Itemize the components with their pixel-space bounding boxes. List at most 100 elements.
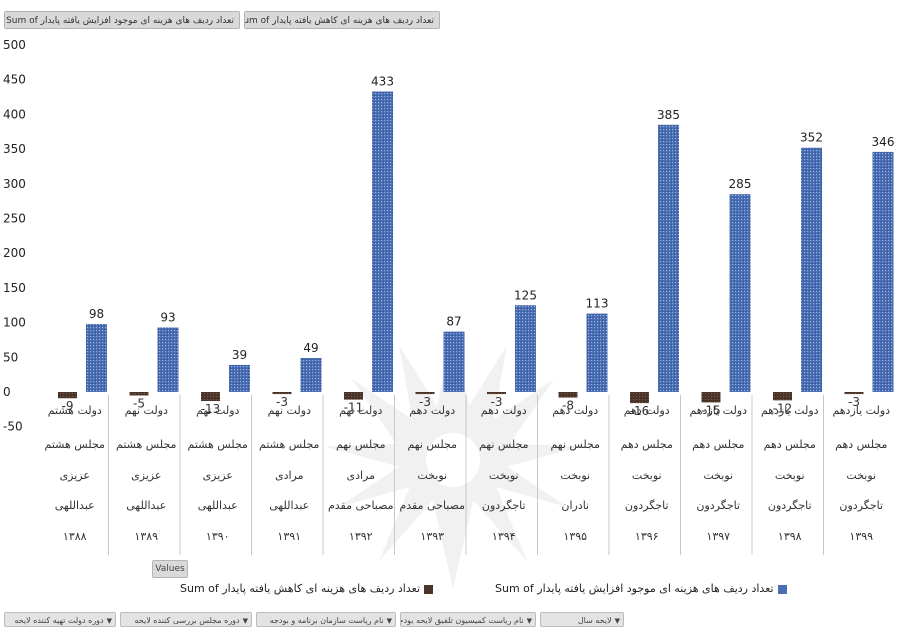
x-label-organization-head: نوبخت — [846, 469, 876, 482]
x-label-commission-head: تاجگردون — [839, 499, 883, 512]
filter-commission-head[interactable]: ▼نام ریاست کمیسیون تلفیق لایحه بودجه — [400, 612, 536, 627]
x-label-year: ۱۳۹۷ — [706, 530, 730, 543]
data-label-increase: 113 — [586, 297, 609, 311]
x-label-organization-head: عزیزی — [203, 469, 233, 482]
bar-decrease — [344, 392, 363, 400]
data-label-decrease: -12 — [773, 401, 793, 415]
legend-item-decrease: تعداد ردیف های هزینه ای کاهش یافته پایدا… — [180, 582, 434, 595]
x-label-parliament: مجلس هشتم — [259, 438, 320, 451]
values-button[interactable]: Values — [152, 560, 188, 578]
data-label-increase: 93 — [160, 310, 175, 324]
x-label-commission-head: مصباحی مقدم — [328, 499, 394, 512]
data-label-decrease: -15 — [701, 403, 721, 417]
data-label-decrease: -3 — [848, 395, 860, 409]
bar-decrease — [844, 392, 864, 395]
x-label-government: دولت نهم — [125, 404, 168, 417]
bar-increase — [658, 124, 679, 392]
x-label-organization-head: نوبخت — [703, 469, 733, 482]
bar-increase — [801, 147, 822, 392]
x-label-commission-head: تاجگردون — [482, 499, 526, 512]
bar-increase — [515, 305, 536, 392]
x-label-government: دولت هشتم — [48, 404, 102, 417]
x-label-commission-head: نادران — [561, 499, 589, 512]
x-label-parliament: مجلس نهم — [336, 438, 386, 451]
legend-swatch-increase — [777, 584, 787, 594]
y-tick-label: 300 — [3, 177, 26, 191]
y-tick-label: 350 — [3, 142, 26, 156]
x-label-parliament: مجلس نهم — [550, 438, 600, 451]
x-label-parliament: مجلس نهم — [479, 438, 529, 451]
x-label-government: دولت نهم — [268, 404, 311, 417]
data-label-decrease: -9 — [62, 399, 74, 413]
x-label-government: دولت دهم — [552, 404, 598, 417]
x-label-commission-head: عبداللهی — [198, 499, 238, 512]
x-label-year: ۱۳۹۵ — [563, 530, 587, 543]
data-label-increase: 385 — [657, 108, 680, 122]
x-label-commission-head: تاجگردون — [768, 499, 812, 512]
x-label-commission-head: عبداللهی — [126, 499, 166, 512]
legend-swatch-decrease — [424, 584, 434, 594]
y-tick-label: 150 — [3, 281, 26, 295]
x-label-parliament: مجلس دهم — [835, 438, 887, 451]
data-label-increase: 49 — [303, 341, 318, 355]
x-label-year: ۱۳۸۸ — [63, 530, 87, 543]
bar-decrease — [415, 392, 435, 395]
legend-item-increase: تعداد ردیف های هزینه ای موجود افزایش یاف… — [495, 582, 787, 595]
bar-decrease — [58, 392, 77, 399]
data-label-decrease: -13 — [201, 402, 221, 416]
data-label-decrease: -16 — [630, 404, 650, 418]
y-tick-label: 200 — [3, 246, 26, 260]
x-label-commission-head: عبداللهی — [269, 499, 309, 512]
data-label-increase: 352 — [800, 131, 823, 145]
bar-decrease — [558, 392, 578, 398]
x-label-organization-head: مرادی — [346, 469, 375, 482]
data-label-decrease: -3 — [276, 395, 288, 409]
bar-increase — [443, 331, 465, 392]
data-label-increase: 346 — [872, 135, 895, 149]
bar-decrease — [773, 392, 792, 401]
x-label-year: ۱۳۹۸ — [778, 530, 802, 543]
data-label-increase: 285 — [729, 177, 752, 191]
bar-decrease — [201, 392, 220, 402]
y-tick-label: 100 — [3, 316, 26, 330]
x-label-year: ۱۳۹۱ — [277, 530, 301, 543]
y-tick-label: 0 — [3, 385, 11, 399]
x-label-parliament: مجلس هشتم — [116, 438, 177, 451]
x-label-government: دولت نهم — [196, 404, 239, 417]
x-label-parliament: مجلس دهم — [764, 438, 816, 451]
x-label-government: دولت یازدهم — [689, 404, 747, 417]
x-label-parliament: مجلس هشتم — [45, 438, 106, 451]
x-label-parliament: مجلس دهم — [692, 438, 744, 451]
bar-decrease — [129, 392, 149, 396]
x-label-parliament: مجلس دهم — [621, 438, 673, 451]
y-tick-label: 50 — [3, 350, 18, 364]
x-label-government: دولت دهم — [624, 404, 670, 417]
filter-year[interactable]: ▼لایحه سال — [540, 612, 624, 627]
x-label-government: دولت یازدهم — [761, 404, 819, 417]
y-tick-label: 400 — [3, 107, 26, 121]
x-label-year: ۱۳۹۶ — [635, 530, 659, 543]
legend-label-decrease: تعداد ردیف های هزینه ای کاهش یافته پایدا… — [180, 582, 421, 595]
data-label-increase: 98 — [89, 307, 104, 321]
x-label-government: دولت دهم — [481, 404, 527, 417]
x-label-organization-head: عزیزی — [131, 469, 161, 482]
filter-parliament-term[interactable]: ▼دوره مجلس بررسی کننده لایحه — [120, 612, 252, 627]
field-button-increase[interactable]: تعداد ردیف های هزینه ای موجود افزایش یاف… — [4, 11, 240, 29]
x-label-commission-head: عبداللهی — [55, 499, 95, 512]
x-label-commission-head: تاجگردون — [625, 499, 669, 512]
y-tick-label: 450 — [3, 73, 26, 87]
x-label-parliament: مجلس هشتم — [188, 438, 249, 451]
field-button-decrease[interactable]: تعداد ردیف های هزینه ای کاهش یافته پایدا… — [244, 11, 440, 29]
data-label-decrease: -3 — [419, 395, 431, 409]
bar-increase — [729, 194, 751, 392]
x-label-government: دولت نهم — [339, 404, 382, 417]
bar-increase — [157, 327, 179, 392]
filter-organization-head[interactable]: ▼نام ریاست سازمان برنامه و بودجه — [256, 612, 396, 627]
bar-decrease — [701, 392, 721, 403]
bar-decrease — [487, 392, 506, 395]
x-label-year: ۱۳۹۳ — [420, 530, 444, 543]
x-label-parliament: مجلس نهم — [407, 438, 457, 451]
data-label-increase: 87 — [446, 315, 461, 329]
legend-label-increase: تعداد ردیف های هزینه ای موجود افزایش یاف… — [495, 582, 774, 595]
filter-government-term[interactable]: ▼دوره دولت تهیه کننده لایحه — [4, 612, 116, 627]
